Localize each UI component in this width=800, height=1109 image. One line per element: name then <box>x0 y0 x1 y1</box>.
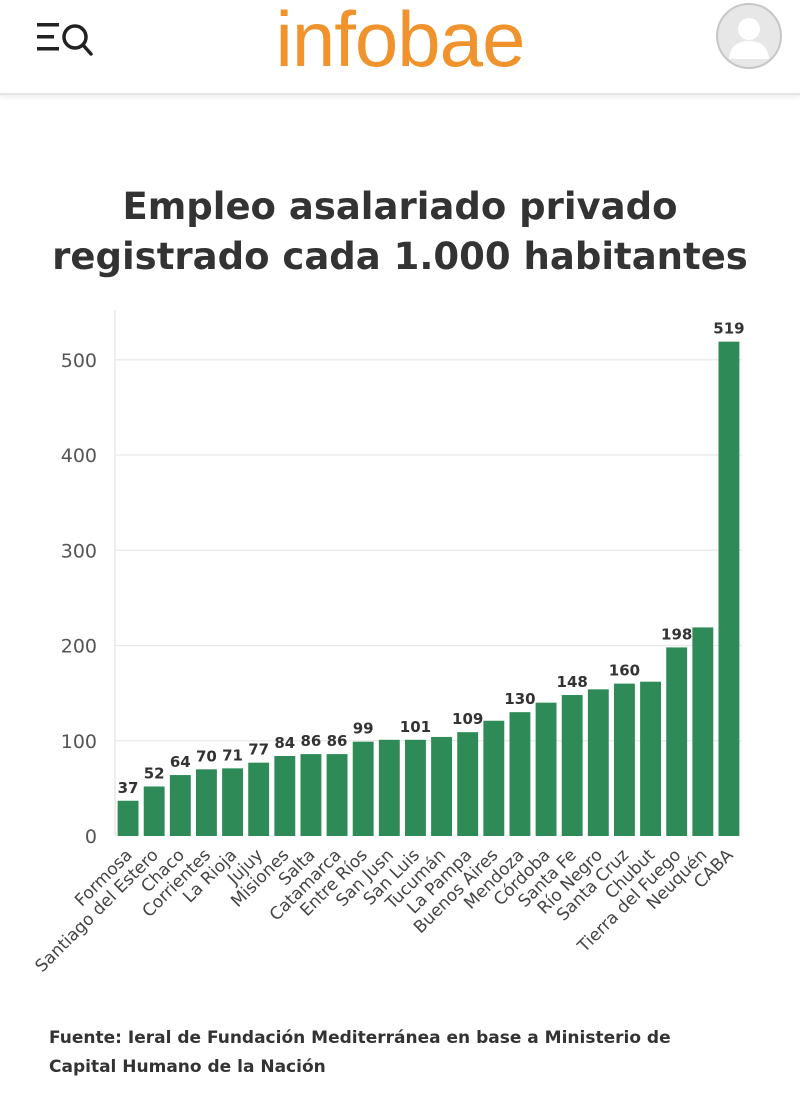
bar-data-label: 77 <box>248 741 269 759</box>
bar-data-label: 519 <box>713 320 744 338</box>
bar-data-label: 52 <box>144 764 165 782</box>
bar-data-label: 86 <box>301 732 322 750</box>
y-tick-label: 100 <box>61 731 97 753</box>
bar[interactable] <box>404 739 426 836</box>
bar[interactable] <box>143 786 165 836</box>
bar[interactable] <box>718 341 740 836</box>
menu-search-button[interactable] <box>34 17 94 61</box>
bar[interactable] <box>195 769 217 836</box>
menu-search-icon <box>37 23 93 56</box>
bar[interactable] <box>666 647 688 836</box>
bar[interactable] <box>352 741 374 836</box>
source-line-1: Fuente: Ieral de Fundación Mediterránea … <box>49 1028 671 1048</box>
user-avatar-icon <box>729 18 769 59</box>
y-tick-label: 200 <box>61 636 97 658</box>
bar-data-label: 86 <box>327 732 348 750</box>
site-logo[interactable]: infobae <box>275 0 526 83</box>
bar[interactable] <box>169 775 191 836</box>
chart-title-line-1: Empleo asalariado privado <box>122 185 678 228</box>
bar-data-label: 99 <box>353 720 374 738</box>
bar[interactable] <box>613 683 635 836</box>
bar[interactable] <box>457 732 479 836</box>
y-tick-label: 400 <box>61 445 97 467</box>
bar-data-label: 101 <box>400 718 431 736</box>
bar-data-label: 70 <box>196 747 217 765</box>
bar[interactable] <box>509 712 531 836</box>
bar[interactable] <box>248 762 270 836</box>
bar[interactable] <box>378 739 400 836</box>
bar-data-label: 198 <box>661 625 692 643</box>
bar-data-label: 64 <box>170 753 191 771</box>
chart-title-line-2: registrado cada 1.000 habitantes <box>52 235 748 278</box>
y-tick-label: 300 <box>61 540 97 562</box>
bar[interactable] <box>483 720 505 836</box>
bar[interactable] <box>222 768 244 836</box>
bar[interactable] <box>300 754 322 836</box>
y-tick-label: 0 <box>85 826 97 848</box>
bar-data-label: 84 <box>274 734 295 752</box>
y-tick-label: 500 <box>61 350 97 372</box>
bar[interactable] <box>692 627 714 836</box>
source-line-2: Capital Humano de la Nación <box>49 1057 326 1077</box>
source-note: Fuente: Ieral de Fundación Mediterránea … <box>49 1024 769 1082</box>
bar[interactable] <box>587 689 609 836</box>
bar[interactable] <box>640 681 662 836</box>
chart-title: Empleo asalariado privado registrado cad… <box>0 182 800 282</box>
bar[interactable] <box>326 754 348 836</box>
bar-data-label: 148 <box>557 673 588 691</box>
bar[interactable] <box>274 755 296 836</box>
site-header: infobae <box>0 0 800 95</box>
bar[interactable] <box>117 800 139 836</box>
bar[interactable] <box>431 736 453 836</box>
bar[interactable] <box>561 695 583 836</box>
bar-data-label: 130 <box>504 690 535 708</box>
bar-data-label: 160 <box>609 662 640 680</box>
bar-data-label: 109 <box>452 710 483 728</box>
bar-data-label: 71 <box>222 746 243 764</box>
bar-data-label: 37 <box>118 779 139 797</box>
bar[interactable] <box>535 702 557 836</box>
user-avatar-button[interactable] <box>716 3 782 69</box>
